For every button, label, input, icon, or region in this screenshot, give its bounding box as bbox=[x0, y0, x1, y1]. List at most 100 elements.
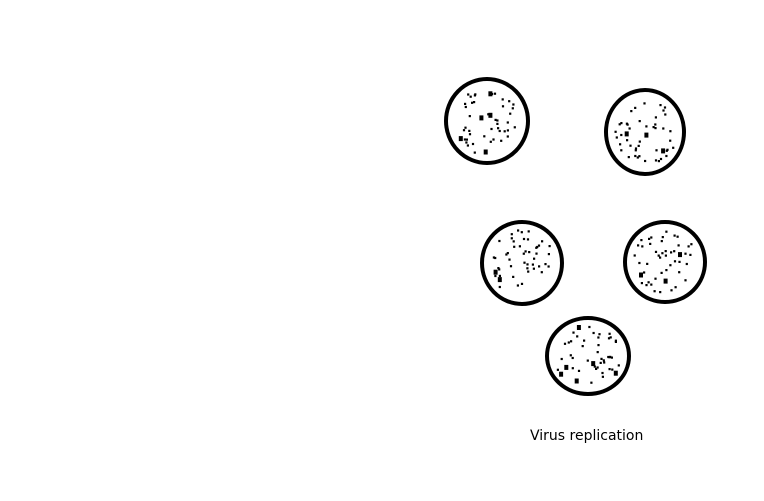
virus-dot bbox=[468, 133, 472, 136]
virus-dot bbox=[652, 126, 655, 129]
virus-dot bbox=[535, 252, 538, 255]
virus-dot bbox=[603, 361, 606, 364]
virus-dot bbox=[670, 251, 673, 254]
virus-dot bbox=[641, 245, 644, 248]
virus-dot bbox=[663, 278, 668, 284]
virus-dot bbox=[569, 354, 572, 357]
virus-dot bbox=[509, 112, 512, 115]
virus-particle bbox=[480, 220, 564, 306]
virus-dot bbox=[598, 333, 601, 336]
virus-dot bbox=[524, 250, 527, 253]
virus-dot bbox=[613, 370, 618, 376]
virus-dot bbox=[657, 254, 660, 257]
virus-dot bbox=[678, 252, 682, 258]
virus-dot bbox=[593, 365, 596, 368]
virus-dot bbox=[654, 123, 657, 126]
virus-dot bbox=[654, 250, 658, 253]
virus-dot bbox=[615, 136, 618, 139]
virus-dot bbox=[462, 129, 466, 132]
virus-dot bbox=[627, 156, 630, 159]
virus-dot bbox=[468, 129, 471, 132]
virus-dot bbox=[506, 135, 509, 138]
virus-dot bbox=[634, 106, 637, 109]
virus-dot bbox=[498, 268, 501, 271]
virus-dot bbox=[548, 245, 551, 248]
virus-dot bbox=[464, 126, 467, 129]
virus-dot bbox=[669, 264, 672, 267]
virus-dot bbox=[619, 143, 622, 146]
virus-dot bbox=[626, 139, 629, 142]
virus-dot bbox=[571, 367, 574, 370]
virus-dot bbox=[501, 105, 505, 108]
virus-dot bbox=[620, 133, 623, 137]
virus-dot bbox=[650, 283, 653, 286]
virus-dot bbox=[601, 375, 604, 378]
virus-dot bbox=[611, 368, 614, 371]
virus-capsule bbox=[480, 220, 564, 306]
virus-dot bbox=[645, 125, 648, 128]
virus-dot bbox=[492, 138, 495, 141]
virus-dot bbox=[523, 261, 526, 264]
virus-dot bbox=[669, 139, 672, 142]
virus-dot bbox=[512, 240, 515, 243]
virus-dot bbox=[489, 140, 492, 143]
virus-dot bbox=[599, 361, 602, 364]
virus-dot bbox=[467, 93, 470, 96]
virus-dot bbox=[690, 243, 693, 246]
virus-dot bbox=[633, 254, 636, 257]
virus-dot bbox=[669, 130, 672, 133]
virus-particle bbox=[444, 77, 530, 165]
virus-dot bbox=[527, 230, 530, 233]
virus-dot bbox=[560, 357, 563, 361]
virus-dot bbox=[685, 262, 688, 266]
virus-dot bbox=[528, 251, 531, 254]
virus-dot bbox=[636, 156, 639, 159]
virus-dot bbox=[664, 254, 667, 257]
virus-dot bbox=[664, 250, 667, 253]
virus-dot bbox=[498, 239, 501, 243]
virus-dot bbox=[493, 92, 497, 95]
virus-dot bbox=[506, 121, 509, 124]
virus-dot bbox=[646, 262, 649, 265]
virus-dot bbox=[608, 356, 611, 359]
virus-dot bbox=[678, 271, 681, 274]
virus-dot bbox=[673, 234, 676, 237]
virus-dot bbox=[494, 118, 497, 121]
virus-dot bbox=[628, 127, 631, 130]
virus-dot bbox=[526, 263, 529, 266]
virus-dot bbox=[638, 261, 641, 265]
virus-dot bbox=[654, 127, 657, 130]
virus-dot bbox=[665, 154, 668, 158]
virus-dot bbox=[564, 364, 569, 370]
virus-dot bbox=[614, 339, 617, 342]
virus-dot bbox=[618, 123, 621, 126]
virus-dot bbox=[497, 267, 500, 270]
virus-dot bbox=[634, 149, 637, 152]
virus-dot bbox=[657, 160, 660, 163]
virus-dot bbox=[532, 267, 535, 270]
virus-dot bbox=[576, 335, 579, 338]
virus-dot bbox=[469, 95, 472, 98]
virus-dot bbox=[508, 100, 511, 103]
virus-dot bbox=[581, 345, 584, 348]
virus-dot bbox=[473, 101, 476, 104]
virus-dot bbox=[662, 109, 665, 112]
virus-dot bbox=[586, 359, 589, 362]
virus-dot bbox=[574, 378, 579, 384]
virus-dot bbox=[595, 367, 598, 370]
virus-dot bbox=[597, 336, 600, 339]
virus-dot bbox=[497, 277, 502, 283]
virus-dot bbox=[464, 105, 467, 109]
virus-dot bbox=[590, 381, 593, 384]
virus-dot bbox=[601, 371, 604, 375]
virus-dot bbox=[608, 332, 611, 335]
virus-dot bbox=[547, 265, 550, 268]
virus-dot bbox=[672, 146, 675, 149]
virus-dot bbox=[640, 282, 643, 285]
virus-dot bbox=[488, 91, 493, 97]
virus-dot bbox=[506, 252, 509, 255]
virus-dot bbox=[567, 341, 570, 344]
virus-dot bbox=[471, 101, 474, 104]
virus-dot bbox=[465, 138, 468, 141]
